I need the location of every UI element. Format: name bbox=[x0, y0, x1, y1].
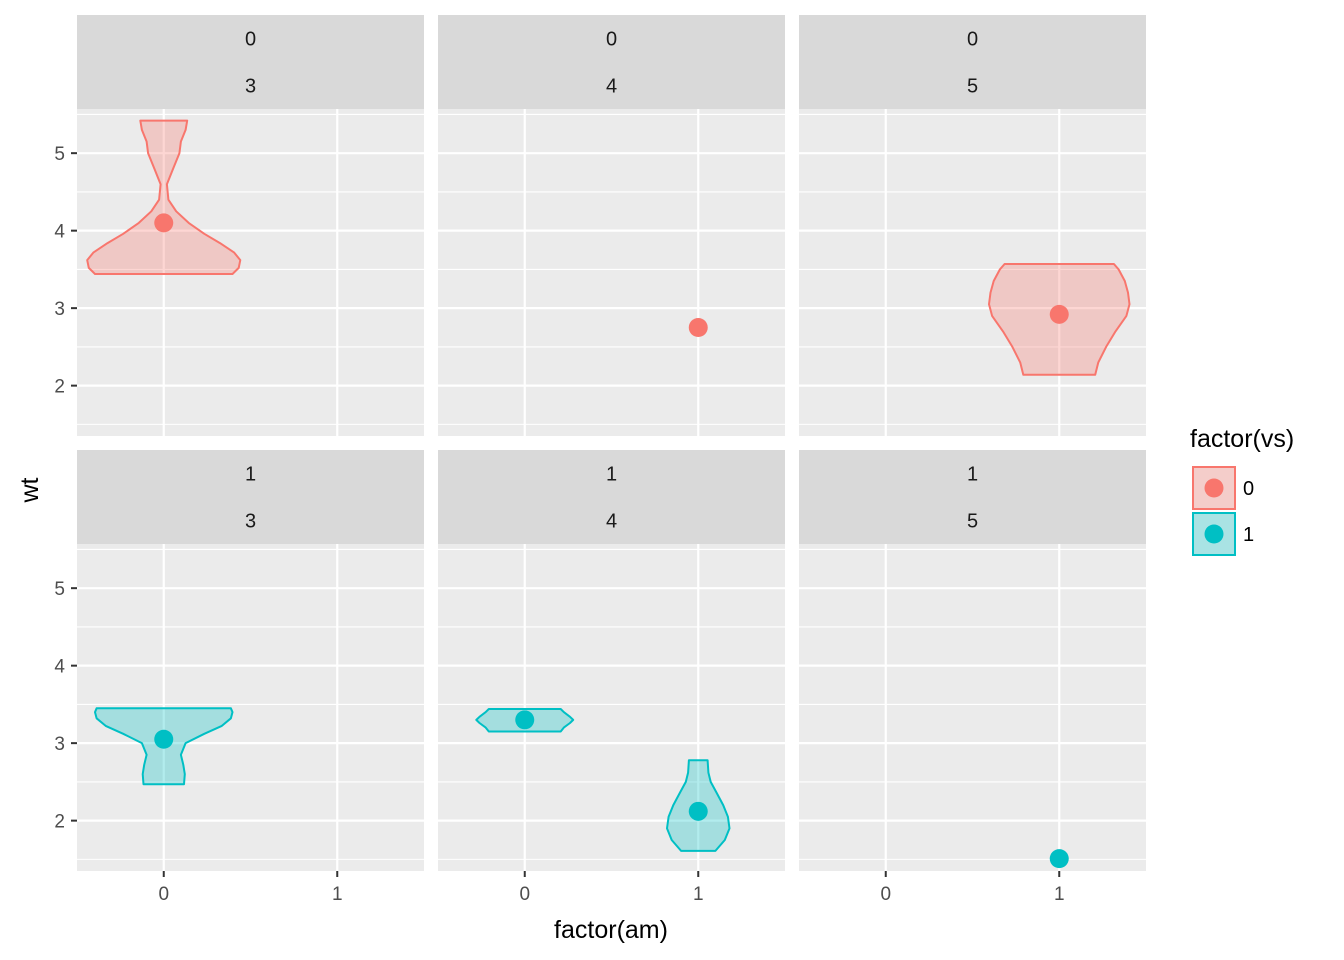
facet-strip-label: 4 bbox=[606, 76, 617, 98]
y-tick-label: 4 bbox=[54, 657, 65, 678]
facet-strip-label: 4 bbox=[606, 511, 617, 533]
mean-point bbox=[154, 213, 174, 233]
x-axis-title: factor(am) bbox=[554, 916, 668, 944]
facet-strip-label: 3 bbox=[245, 76, 256, 98]
legend-key-point bbox=[1204, 524, 1224, 544]
facet-strip-label: 3 bbox=[245, 511, 256, 533]
x-tick-label: 1 bbox=[1054, 884, 1065, 905]
mean-point bbox=[154, 729, 174, 749]
y-tick-label: 5 bbox=[54, 144, 65, 165]
facet-strip-label: 5 bbox=[967, 76, 978, 98]
facet-strip-label: 0 bbox=[967, 29, 978, 51]
facet-panel: 04 bbox=[438, 15, 785, 436]
legend: factor(vs) 0 1 bbox=[1190, 425, 1294, 556]
y-tick-label: 4 bbox=[54, 222, 65, 243]
y-tick-label: 5 bbox=[54, 579, 65, 600]
facet-panel: 1 4 0 1 bbox=[438, 450, 785, 905]
mean-point bbox=[688, 801, 708, 821]
panel-background bbox=[77, 109, 424, 436]
facet-strip-label: 1 bbox=[245, 464, 256, 486]
mean-point bbox=[1049, 304, 1069, 324]
x-tick-label: 0 bbox=[880, 884, 891, 905]
facet-strip-col bbox=[438, 497, 785, 544]
facet-panel: 05 bbox=[799, 15, 1146, 436]
facet-panel: 1 3 2 3 4 5 0 1 bbox=[54, 450, 424, 905]
legend-label: 0 bbox=[1243, 478, 1254, 500]
y-tick-label: 3 bbox=[54, 299, 65, 320]
x-tick-label: 0 bbox=[519, 884, 530, 905]
facet-strip-row bbox=[438, 15, 785, 62]
x-tick-label: 0 bbox=[158, 884, 169, 905]
x-tick-label: 1 bbox=[693, 884, 704, 905]
panel-background bbox=[799, 109, 1146, 436]
facet-strip-col bbox=[77, 62, 424, 109]
facet-strip-col bbox=[799, 62, 1146, 109]
facet-strip-row bbox=[799, 15, 1146, 62]
x-tick-label: 1 bbox=[332, 884, 343, 905]
facet-strip-label: 1 bbox=[606, 464, 617, 486]
facet-strip-col bbox=[438, 62, 785, 109]
y-tick-label: 2 bbox=[54, 377, 65, 398]
legend-label: 1 bbox=[1243, 524, 1254, 546]
mean-point bbox=[1049, 849, 1069, 869]
facet-strip-label: 0 bbox=[606, 29, 617, 51]
violin bbox=[86, 119, 242, 275]
facet-strip-label: 1 bbox=[967, 464, 978, 486]
facet-panel: 0 3 2 3 4 5 bbox=[54, 15, 424, 436]
mean-point bbox=[515, 710, 535, 730]
panel-background bbox=[438, 109, 785, 436]
mean-point bbox=[688, 318, 708, 338]
facet-strip-row bbox=[799, 450, 1146, 497]
facet-strip-col bbox=[799, 497, 1146, 544]
y-tick-label: 3 bbox=[54, 734, 65, 755]
panel-background bbox=[799, 544, 1146, 871]
panel-background bbox=[438, 544, 785, 871]
y-tick-label: 2 bbox=[54, 812, 65, 833]
facet-strip-label: 0 bbox=[245, 29, 256, 51]
facet-strip-row bbox=[77, 15, 424, 62]
facet-strip-row bbox=[77, 450, 424, 497]
facet-strip-col bbox=[77, 497, 424, 544]
legend-title: factor(vs) bbox=[1190, 425, 1294, 453]
facet-panel: 150 1 bbox=[799, 450, 1146, 905]
facet-strip-row bbox=[438, 450, 785, 497]
legend-key-point bbox=[1204, 478, 1224, 498]
y-axis-title: wt bbox=[16, 477, 44, 503]
facet-strip-label: 5 bbox=[967, 511, 978, 533]
